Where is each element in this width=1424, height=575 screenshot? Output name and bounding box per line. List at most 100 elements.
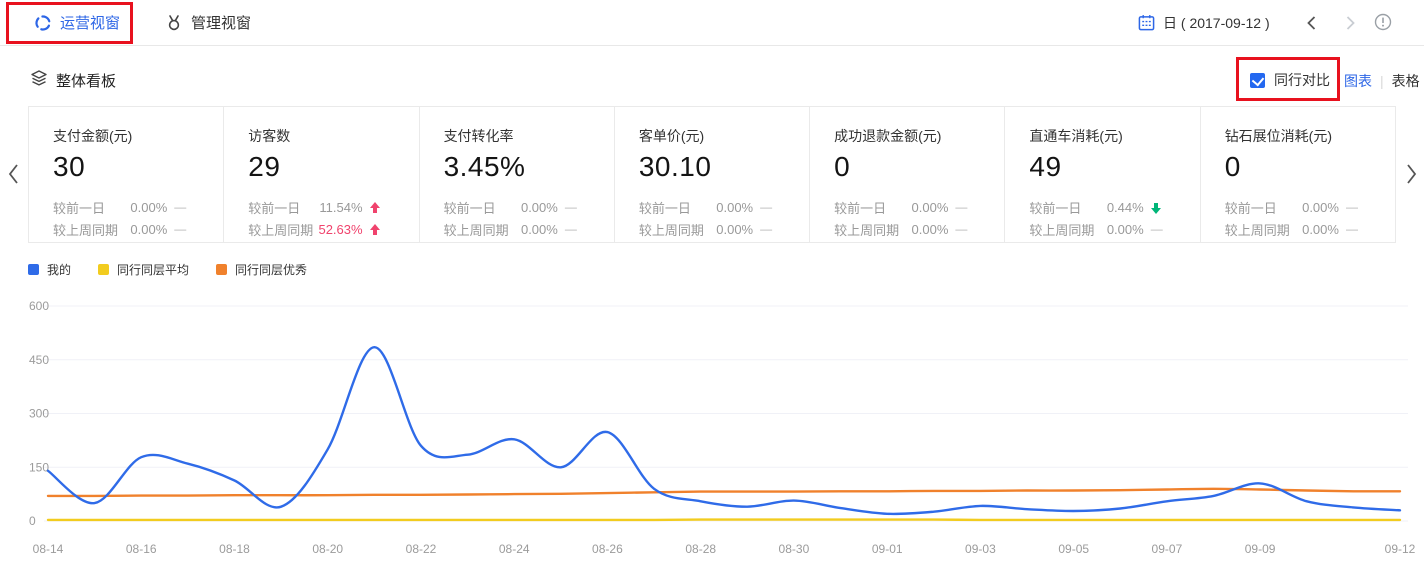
compare-label: 较前一日 bbox=[1224, 200, 1277, 216]
compare-value: 0.00% bbox=[716, 199, 754, 215]
compare-value: 0.00% bbox=[716, 221, 754, 237]
metric-value: 30 bbox=[53, 151, 86, 182]
chart-legend: 我的 同行同层平均 同行同层优秀 bbox=[28, 261, 307, 278]
compare-label: 较前一日 bbox=[638, 200, 691, 216]
compare-value: 0.00% bbox=[1302, 199, 1339, 215]
date-prev-button[interactable] bbox=[1302, 13, 1322, 33]
legend-label: 同行同层平均 bbox=[117, 263, 190, 277]
compare-label: 较上周同期 bbox=[443, 222, 509, 238]
legend-item-peer-average[interactable]: 同行同层平均 bbox=[98, 261, 189, 278]
compare-label: 较前一日 bbox=[1029, 200, 1082, 216]
tab-management-view[interactable]: 管理视窗 bbox=[165, 0, 251, 45]
metric-card-zhitongche-spend[interactable]: 直通车消耗(元) 49 较前一日 0.44% 较上周同期 0.00% — bbox=[1004, 107, 1199, 242]
view-toggle-divider: | bbox=[1380, 73, 1384, 89]
metric-card-visitors[interactable]: 访客数 29 较前一日 11.54% 较上周同期 52.63% bbox=[223, 107, 418, 242]
metric-title: 客单价(元) bbox=[638, 128, 705, 144]
top-nav-bar: 运营视窗 管理视窗 日 ( 2017-09-12 ) bbox=[0, 0, 1424, 46]
trend-up-icon bbox=[369, 223, 383, 236]
metric-card-conversion-rate[interactable]: 支付转化率 3.45% 较前一日 0.00% — 较上周同期 0.00% — bbox=[418, 107, 614, 242]
cards-next-button[interactable] bbox=[1402, 162, 1420, 186]
trend-flat-icon: — bbox=[760, 199, 773, 214]
trend-line-chart[interactable] bbox=[28, 290, 1418, 560]
trend-flat-icon: — bbox=[564, 221, 577, 236]
trend-flat-icon: — bbox=[174, 221, 187, 236]
metric-title: 成功退款金额(元) bbox=[834, 128, 942, 144]
metric-card-payment-amount[interactable]: 支付金额(元) 30 较前一日 0.00% — 较上周同期 0.00% — bbox=[29, 107, 223, 242]
trend-flat-icon: — bbox=[1150, 221, 1163, 236]
compare-label: 较上周同期 bbox=[248, 222, 314, 238]
metric-card-avg-order-value[interactable]: 客单价(元) 30.10 较前一日 0.00% — 较上周同期 0.00% — bbox=[613, 107, 809, 242]
view-table-button[interactable]: 表格 bbox=[1391, 73, 1420, 89]
chevron-left-icon bbox=[1307, 16, 1316, 30]
compare-label: 较上周同期 bbox=[53, 222, 119, 238]
compare-value: 0.00% bbox=[520, 199, 558, 215]
compare-value: 0.00% bbox=[520, 221, 558, 237]
trend-flat-icon: — bbox=[1345, 199, 1358, 214]
compare-value: 0.00% bbox=[911, 199, 949, 215]
metric-value: 3.45% bbox=[443, 151, 526, 182]
metric-title: 钻石展位消耗(元) bbox=[1224, 128, 1333, 144]
legend-swatch-yellow bbox=[98, 264, 110, 275]
compare-label: 较上周同期 bbox=[1029, 222, 1095, 238]
compare-label: 较上周同期 bbox=[638, 222, 704, 238]
legend-item-mine[interactable]: 我的 bbox=[28, 261, 71, 278]
compare-label: 较上周同期 bbox=[1224, 222, 1290, 238]
compare-value: 0.00% bbox=[130, 221, 168, 237]
tab-label: 运营视窗 bbox=[60, 15, 121, 32]
compare-value: 0.00% bbox=[130, 199, 168, 215]
trend-up-icon bbox=[369, 201, 383, 214]
trend-down-icon bbox=[1150, 201, 1164, 214]
active-tab-underline bbox=[32, 41, 123, 44]
ox-head-icon bbox=[168, 14, 180, 30]
legend-item-peer-excellent[interactable]: 同行同层优秀 bbox=[216, 261, 307, 278]
metric-value: 0 bbox=[1224, 151, 1241, 182]
metric-title: 支付金额(元) bbox=[53, 128, 133, 144]
trend-flat-icon: — bbox=[564, 199, 577, 214]
date-next-button[interactable] bbox=[1340, 13, 1360, 33]
compare-label: 较前一日 bbox=[834, 200, 887, 216]
compare-label: 较前一日 bbox=[248, 200, 301, 216]
metric-title: 访客数 bbox=[248, 128, 291, 144]
info-button[interactable] bbox=[1374, 13, 1392, 31]
compare-label: 较前一日 bbox=[53, 200, 106, 216]
compare-value: 52.63% bbox=[318, 221, 363, 237]
section-title: 整体看板 bbox=[56, 73, 117, 90]
tab-operations-view[interactable]: 运营视窗 bbox=[32, 0, 123, 45]
metric-card-refund-amount[interactable]: 成功退款金额(元) 0 较前一日 0.00% — 较上周同期 0.00% — bbox=[809, 107, 1004, 242]
date-label: 日 ( 2017-09-12 ) bbox=[1163, 14, 1270, 31]
compare-value: 0.00% bbox=[1106, 221, 1144, 237]
compare-label: 较上周同期 bbox=[834, 222, 900, 238]
date-picker[interactable]: 日 ( 2017-09-12 ) bbox=[1138, 0, 1270, 45]
metric-title: 直通车消耗(元) bbox=[1029, 128, 1123, 144]
trend-flat-icon: — bbox=[1345, 221, 1358, 236]
layers-icon bbox=[30, 69, 48, 87]
calendar-icon bbox=[1138, 14, 1155, 31]
cards-prev-button[interactable] bbox=[5, 162, 23, 186]
legend-label: 同行同层优秀 bbox=[235, 263, 308, 277]
checkbox-checked-icon[interactable] bbox=[1250, 72, 1265, 88]
compare-value: 11.54% bbox=[319, 199, 363, 215]
trend-flat-icon: — bbox=[760, 221, 773, 236]
trend-flat-icon: — bbox=[174, 199, 187, 214]
view-toggle: 图表 | 表格 bbox=[1344, 71, 1420, 91]
trend-flat-icon: — bbox=[955, 221, 968, 236]
legend-swatch-orange bbox=[216, 264, 228, 275]
metric-value: 0 bbox=[834, 151, 851, 182]
metric-card-zuanshi-spend[interactable]: 钻石展位消耗(元) 0 较前一日 0.00% — 较上周同期 0.00% — bbox=[1199, 107, 1395, 242]
metric-title: 支付转化率 bbox=[443, 128, 514, 144]
legend-label: 我的 bbox=[47, 263, 72, 277]
compare-value: 0.00% bbox=[911, 221, 949, 237]
metric-value: 49 bbox=[1029, 151, 1062, 182]
metric-cards-strip: 支付金额(元) 30 较前一日 0.00% — 较上周同期 0.00% — 访客数 29… bbox=[28, 106, 1396, 243]
peer-compare-checkbox[interactable]: 同行对比 bbox=[1250, 70, 1330, 90]
sync-circle-icon bbox=[35, 14, 51, 31]
view-chart-button[interactable]: 图表 bbox=[1344, 73, 1372, 89]
trend-flat-icon: — bbox=[955, 199, 968, 214]
peer-compare-label: 同行对比 bbox=[1274, 72, 1330, 88]
metric-value: 30.10 bbox=[638, 151, 712, 182]
metric-value: 29 bbox=[248, 151, 281, 182]
tab-label: 管理视窗 bbox=[191, 15, 252, 32]
legend-swatch-blue bbox=[28, 264, 39, 275]
chevron-right-icon bbox=[1346, 16, 1355, 30]
